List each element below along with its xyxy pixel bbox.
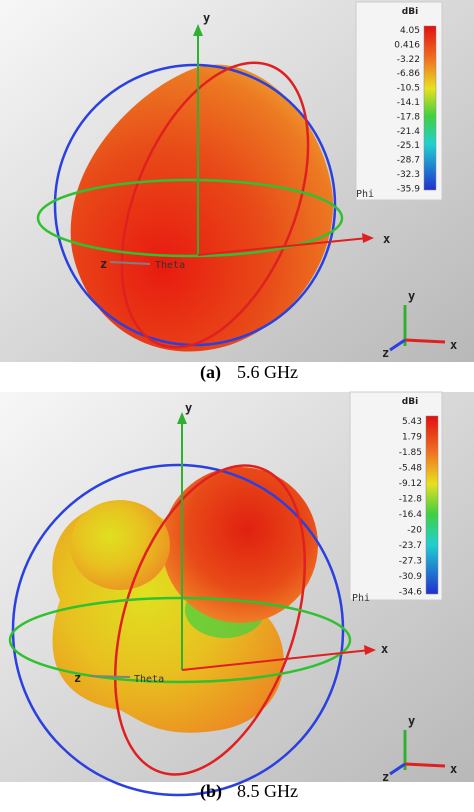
colorbar-unit: dBi: [402, 7, 418, 17]
ring: [120, 61, 310, 349]
colorbar-label: -27.3: [399, 557, 422, 567]
axis-label: x: [383, 232, 390, 246]
colorbar-label: -35.9: [397, 184, 421, 194]
pattern-upper: [162, 467, 318, 623]
colorbar-label: -1.85: [399, 448, 422, 458]
panel-a: dBi 4.05 0.416 -3.22 -6.86 -10.5 -14.1 -17.8 -21…: [0, 0, 474, 383]
triad-label: x: [450, 338, 457, 352]
colorbar-label: -3.22: [397, 55, 420, 65]
triad-z: [389, 762, 406, 776]
colorbar-label: -10.5: [397, 84, 420, 94]
theta-label: Theta: [155, 260, 185, 271]
caption-label: (a): [200, 362, 221, 383]
triad-label: x: [450, 762, 457, 776]
colorbar-label: -25.1: [397, 141, 420, 151]
arrow: [177, 412, 187, 424]
caption-label: (b): [200, 781, 222, 802]
colorbar-label: 1.79: [402, 433, 422, 443]
phi-label: Phi: [356, 189, 374, 200]
axis-label: x: [381, 642, 388, 656]
axis-label: y: [203, 11, 210, 25]
colorbar-label: -32.3: [397, 170, 420, 180]
colorbar-label: -6.86: [397, 69, 421, 79]
colorbar-label: 5.43: [402, 417, 422, 427]
colorbar-label: -23.7: [399, 541, 422, 551]
x-axis: [197, 237, 369, 256]
colorbar-label: -12.8: [399, 495, 423, 505]
ring: [11, 463, 345, 797]
colorbar-label: -28.7: [397, 156, 420, 166]
colorbar-label: -16.4: [399, 510, 423, 520]
colorbar-label: -5.48: [399, 464, 423, 474]
colorbar-label: -20: [407, 526, 422, 536]
triad-x: [404, 762, 446, 768]
panel-b: dBi 5.43 1.79 -1.85 -5.48 -9.12 -12.8 -16.4 -20 -…: [0, 391, 474, 802]
colorbar-label: -14.1: [397, 98, 420, 108]
triad-label: z: [382, 770, 389, 784]
arrow: [362, 233, 374, 243]
colorbar: [425, 415, 439, 595]
caption: 8.5 GHz: [237, 781, 298, 801]
triad-x: [404, 338, 446, 344]
axis-label: y: [185, 401, 192, 415]
ring: [8, 596, 352, 684]
phi-label: Phi: [352, 593, 370, 604]
axis-label: z: [74, 671, 81, 685]
triad-z: [389, 338, 406, 352]
colorbar-label: -30.9: [399, 572, 423, 582]
theta-arrow: [89, 675, 131, 678]
triad-label: y: [408, 714, 415, 728]
arrow: [364, 645, 376, 655]
triad-label: y: [408, 289, 415, 303]
x-axis: [181, 649, 371, 671]
colorbar-unit: dBi: [402, 397, 418, 407]
caption: 5.6 GHz: [237, 362, 298, 382]
colorbar-label: -34.6: [399, 588, 423, 598]
ring: [113, 464, 307, 776]
colorbar-label: -9.12: [399, 479, 422, 489]
colorbar-label: 4.05: [400, 26, 420, 36]
ring: [36, 178, 344, 258]
colorbar-label: -17.8: [397, 112, 421, 122]
colorbar: [423, 25, 437, 191]
axis-label: z: [100, 257, 107, 271]
arrow: [193, 24, 203, 36]
theta-label: Theta: [134, 674, 164, 685]
pattern-left: [70, 500, 170, 590]
triad-label: z: [382, 346, 389, 360]
colorbar-label: 0.416: [394, 40, 420, 50]
colorbar-label: -21.4: [397, 127, 421, 137]
theta-arrow: [109, 261, 151, 265]
